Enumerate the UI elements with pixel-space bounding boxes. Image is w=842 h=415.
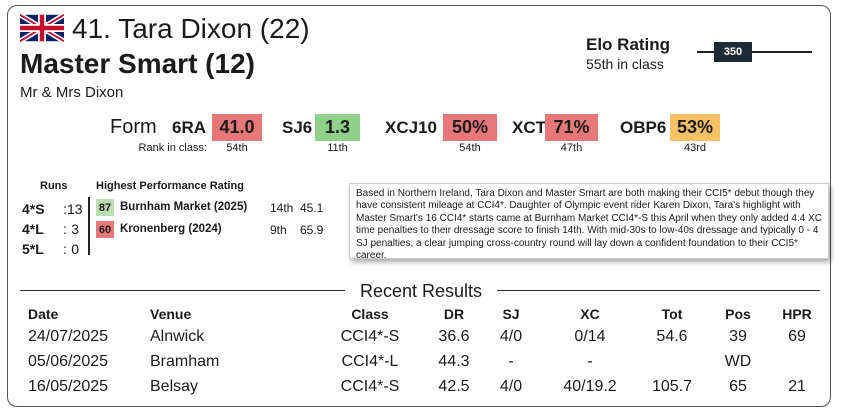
runs-count: 0	[71, 241, 79, 257]
result-cell: 65	[729, 378, 747, 395]
result-cell: 69	[788, 328, 806, 345]
result-cell: 24/07/2025	[28, 328, 109, 345]
rank-label: Rank in class:	[138, 142, 207, 154]
form-label: Form	[110, 116, 157, 138]
result-cell: 54.6	[656, 328, 688, 345]
column-header: Pos	[725, 306, 751, 322]
result-cell: 05/06/2025	[28, 353, 109, 370]
runs-label: 4*L	[22, 221, 44, 237]
form-rank: 11th	[327, 142, 348, 154]
runs-count: 13	[67, 201, 83, 217]
form-rank: 54th	[459, 142, 481, 154]
hpr-place: 14th	[270, 201, 294, 215]
column-header: Date	[28, 306, 59, 322]
column-header: Class	[351, 306, 389, 322]
form-rank: 43rd	[683, 142, 707, 154]
elo-value: 350	[714, 42, 752, 62]
result-cell: 21	[788, 378, 806, 395]
elo-label: Elo Rating	[586, 35, 671, 54]
form-value: 41.0	[212, 114, 262, 141]
results-title: Recent Results	[359, 281, 483, 301]
column-header: Venue	[150, 306, 192, 322]
form-name: XCT	[512, 118, 546, 137]
runs-label: 5*L	[22, 241, 44, 257]
form-name: 6RA	[172, 118, 207, 137]
rule	[497, 290, 820, 291]
result-cell: -	[508, 353, 514, 370]
form-value: 71%	[545, 114, 598, 141]
column-header: HPR	[782, 306, 812, 322]
result-cell: WD	[724, 353, 752, 370]
hpr-rating: 87	[96, 199, 114, 216]
form-value: 53%	[670, 114, 720, 141]
result-cell: Belsay	[150, 378, 199, 395]
runs-sep: :	[63, 221, 67, 237]
result-cell: CCI4*-L	[341, 353, 399, 370]
form-name: XCJ10	[385, 118, 437, 137]
hpr-rating: 60	[96, 221, 114, 238]
result-cell: 42.5	[438, 378, 470, 395]
result-cell: CCI4*-S	[340, 328, 400, 345]
form-rank: 54th	[226, 142, 248, 154]
form-value: 50%	[443, 114, 497, 141]
horse: Master Smart (12)	[20, 48, 255, 79]
result-cell: 40/19.2	[563, 378, 617, 395]
divider	[88, 197, 90, 255]
column-header: SJ	[502, 306, 520, 322]
result-cell: 44.3	[438, 353, 470, 370]
result-cell: 4/0	[499, 328, 523, 345]
rider: 41. Tara Dixon (22)	[72, 13, 310, 44]
hpr-score: 45.1	[300, 201, 324, 215]
result-cell: -	[587, 353, 593, 370]
result-cell: CCI4*-S	[340, 378, 400, 395]
runs-label: 4*S	[22, 201, 45, 217]
form-value: 1.3	[315, 114, 360, 141]
form-name: SJ6	[282, 118, 313, 137]
form-rank: 47th	[560, 142, 583, 154]
column-header: Tot	[661, 306, 683, 322]
hpr-event: Kronenberg (2024)	[120, 223, 222, 235]
column-header: DR	[443, 306, 465, 322]
runs-sep: :	[63, 201, 67, 217]
result-cell: 36.6	[438, 328, 470, 345]
runs-sep: :	[63, 241, 67, 257]
result-cell: Alnwick	[150, 328, 205, 345]
hpr-place: 9th	[270, 223, 287, 237]
runs-count: 3	[71, 221, 79, 237]
uk-flag	[20, 14, 64, 42]
hpr-event: Burnham Market (2025)	[120, 201, 248, 213]
column-header: XC	[580, 306, 600, 322]
result-cell: 4/0	[499, 378, 523, 395]
card	[7, 5, 831, 407]
owner: Mr & Mrs Dixon	[20, 84, 124, 101]
runs-heading: Runs	[40, 180, 68, 192]
result-cell: Bramham	[150, 353, 220, 370]
result-cell: 16/05/2025	[28, 378, 109, 395]
elo-rank: 55th in class	[586, 56, 664, 72]
bio: Based in Northern Ireland, Tara Dixon an…	[349, 183, 829, 261]
result-cell: 105.7	[651, 378, 693, 395]
hpr-score: 65.9	[300, 223, 324, 237]
result-cell: 0/14	[574, 328, 606, 345]
form-name: OBP6	[620, 118, 667, 137]
hpr-heading: Highest Performance Rating	[96, 180, 244, 192]
elo-line	[697, 51, 812, 53]
rule	[20, 290, 345, 291]
result-cell: 39	[729, 328, 747, 345]
